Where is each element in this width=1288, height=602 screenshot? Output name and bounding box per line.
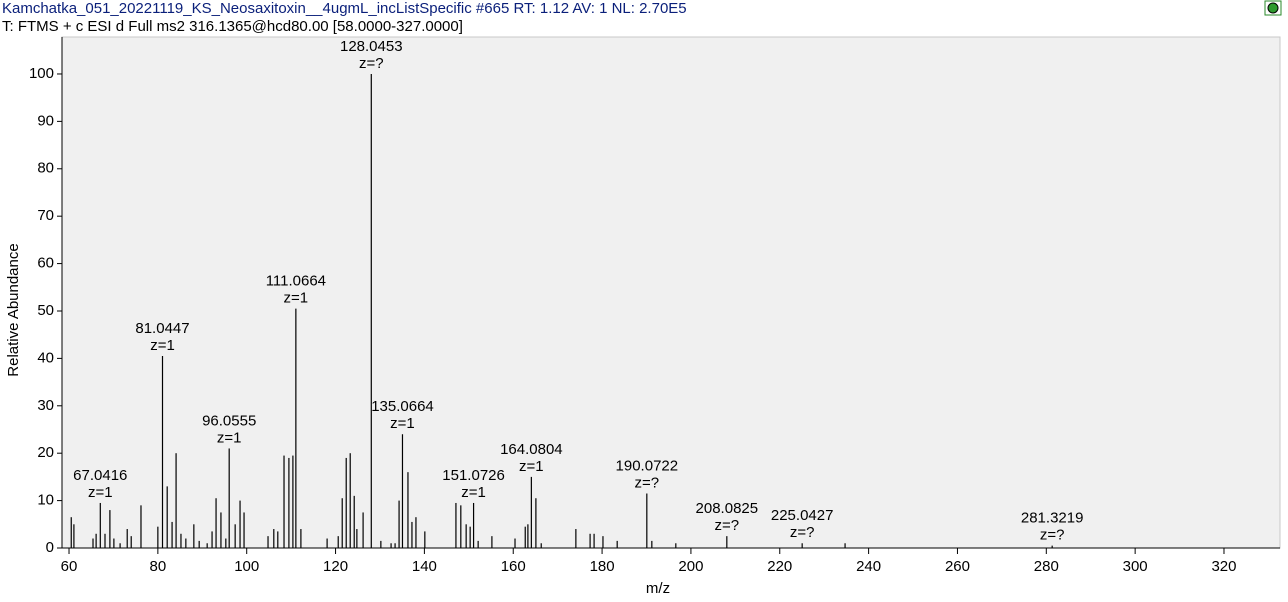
peak-mz-label: 225.0427 (771, 507, 834, 524)
chart-subtitle: T: FTMS + c ESI d Full ms2 316.1365@hcd8… (2, 18, 463, 35)
peak-charge-label: z=1 (88, 484, 113, 501)
x-tick-label: 200 (678, 558, 703, 575)
peak-charge-label: z=1 (284, 290, 309, 307)
peak-mz-label: 111.0664 (266, 273, 326, 290)
x-tick-label: 320 (1211, 558, 1236, 575)
peak-mz-label: 135.0664 (371, 398, 434, 415)
peak-charge-label: z=? (359, 55, 384, 72)
chart-title: Kamchatka_051_20221119_KS_Neosaxitoxin__… (2, 0, 687, 17)
x-tick-label: 240 (856, 558, 881, 575)
x-tick-label: 160 (501, 558, 526, 575)
x-tick-label: 120 (323, 558, 348, 575)
x-axis-label: m/z (646, 580, 670, 597)
peak-mz-label: 96.0555 (202, 412, 256, 429)
x-tick-label: 140 (412, 558, 437, 575)
x-tick-label: 220 (767, 558, 792, 575)
x-tick-label: 80 (150, 558, 167, 575)
peak-charge-label: z=? (790, 524, 815, 541)
y-tick-label: 10 (37, 492, 54, 509)
peak-charge-label: z=1 (461, 484, 486, 501)
y-tick-label: 0 (46, 539, 54, 556)
peak-mz-label: 164.0804 (500, 441, 563, 458)
peak-charge-label: z=1 (217, 429, 242, 446)
x-tick-label: 100 (234, 558, 259, 575)
corner-icon[interactable] (1264, 0, 1282, 16)
peak-charge-label: z=1 (150, 337, 175, 354)
y-tick-label: 60 (37, 255, 54, 272)
x-tick-label: 280 (1034, 558, 1059, 575)
y-tick-label: 70 (37, 207, 54, 224)
peak-mz-label: 208.0825 (696, 500, 759, 517)
peak-mz-label: 151.0726 (442, 467, 505, 484)
y-tick-label: 80 (37, 160, 54, 177)
y-tick-label: 90 (37, 112, 54, 129)
y-tick-label: 20 (37, 444, 54, 461)
x-tick-label: 260 (945, 558, 970, 575)
peak-mz-label: 128.0453 (340, 38, 403, 55)
peak-charge-label: z=? (1040, 527, 1065, 544)
x-tick-label: 60 (61, 558, 78, 575)
peak-charge-label: z=1 (519, 458, 544, 475)
peak-mz-label: 190.0722 (616, 457, 679, 474)
peak-charge-label: z=1 (390, 415, 415, 432)
y-tick-label: 100 (29, 65, 54, 82)
y-axis-label: Relative Abundance (5, 243, 22, 376)
peak-charge-label: z=? (635, 474, 660, 491)
y-tick-label: 50 (37, 302, 54, 319)
peak-mz-label: 281.3219 (1021, 510, 1084, 527)
peak-mz-label: 67.0416 (73, 467, 127, 484)
peak-mz-label: 81.0447 (135, 320, 189, 337)
plot-area (61, 36, 1281, 549)
peak-charge-label: z=? (715, 517, 740, 534)
y-tick-label: 40 (37, 349, 54, 366)
y-tick-label: 30 (37, 397, 54, 414)
x-tick-label: 300 (1123, 558, 1148, 575)
x-tick-label: 180 (590, 558, 615, 575)
